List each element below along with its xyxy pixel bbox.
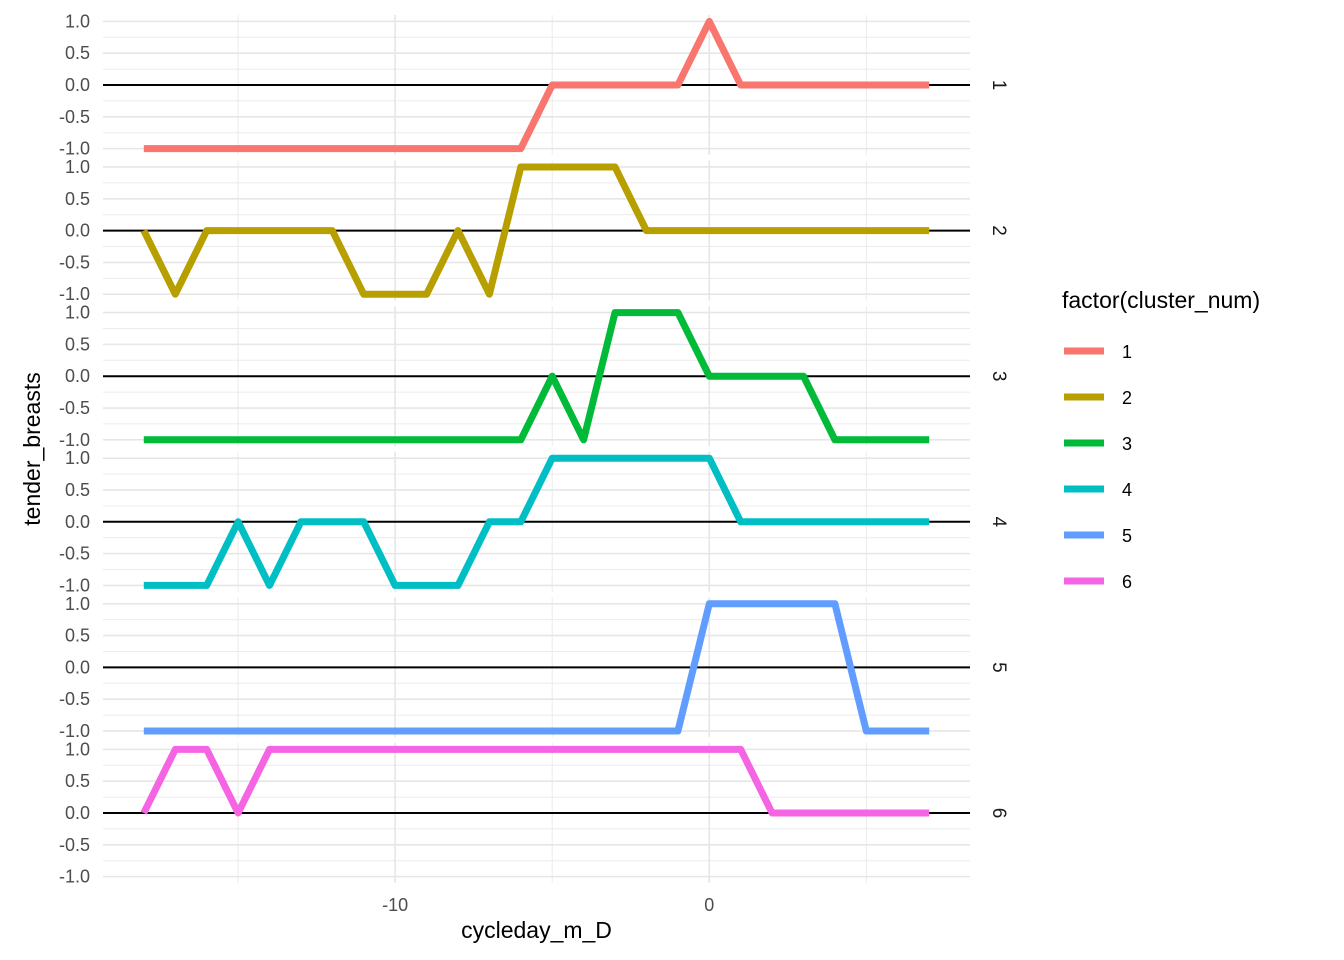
y-tick-label: -0.5 [59, 398, 90, 418]
facet-panel-1: -1.0 -0.5 0.0 0.5 1.0 1 [59, 11, 1009, 158]
legend-label-1: 1 [1122, 342, 1132, 362]
series-line-4 [143, 454, 930, 589]
y-tick-label: -0.5 [59, 252, 90, 272]
y-tick-label: -1.0 [59, 284, 90, 304]
facet-panel-5: -1.0 -0.5 0.0 0.5 1.0 5 [59, 594, 1009, 741]
facet-panel-3: -1.0 -0.5 0.0 0.5 1.0 3 [59, 303, 1009, 450]
y-tick-label: -1.0 [59, 430, 90, 450]
y-tick-label: 0.0 [65, 657, 90, 677]
legend-label-3: 3 [1122, 434, 1132, 454]
facet-strip-label: 1 [988, 80, 1009, 91]
y-tick-label: -1.0 [59, 575, 90, 595]
y-tick-label: -0.5 [59, 107, 90, 127]
y-tick-label: 0.0 [65, 803, 90, 823]
y-tick-label: -1.0 [59, 139, 90, 159]
legend-label-5: 5 [1122, 526, 1132, 546]
y-tick-label: 1.0 [65, 303, 90, 323]
facet-strip-label: 5 [988, 662, 1009, 673]
y-tick-label: 0.0 [65, 75, 90, 95]
x-axis: -10 0 [382, 895, 714, 915]
legend-item-1: 1 [1064, 342, 1132, 362]
series-line-1 [143, 17, 930, 153]
series-line-3 [143, 309, 930, 444]
legend-item-4: 4 [1064, 480, 1132, 500]
y-tick-label: 1.0 [65, 448, 90, 468]
y-tick-label: 0.5 [65, 43, 90, 63]
facet-panels: -1.0-0.50.00.51.01-1.0-0.50.00.51.02-1.0… [59, 11, 1009, 886]
y-tick-label: -0.5 [59, 544, 90, 564]
y-tick-label: 0.5 [65, 626, 90, 646]
series-line-6 [140, 745, 930, 817]
facet-strip-label: 3 [988, 371, 1009, 382]
facet-panel-4: -1.0 -0.5 0.0 0.5 1.0 4 [59, 448, 1009, 595]
facet-strip-label: 2 [988, 225, 1009, 236]
facet-panel-6: -1.0 -0.5 0.0 0.5 1.0 6 [59, 739, 1009, 886]
x-axis-title: cycleday_m_D [461, 917, 612, 943]
legend-item-5: 5 [1064, 526, 1132, 546]
legend-item-2: 2 [1064, 388, 1132, 408]
legend-label-2: 2 [1122, 388, 1132, 408]
y-tick-label: 1.0 [65, 739, 90, 759]
y-axis-title: tender_breasts [19, 372, 45, 525]
x-tick-label: 0 [704, 895, 714, 915]
y-tick-label: 0.5 [65, 480, 90, 500]
legend-items: 1 2 3 4 5 6 [1064, 342, 1132, 592]
legend-title: factor(cluster_num) [1062, 287, 1260, 313]
y-tick-label: 0.0 [65, 366, 90, 386]
x-tick-label: -10 [382, 895, 408, 915]
facet-strip-label: 4 [988, 517, 1009, 528]
y-tick-label: -0.5 [59, 835, 90, 855]
facet-strip-label: 6 [988, 808, 1009, 819]
y-tick-label: 0.5 [65, 189, 90, 209]
y-tick-label: 0.5 [65, 771, 90, 791]
y-tick-label: 1.0 [65, 11, 90, 31]
facet-panel-2: -1.0 -0.5 0.0 0.5 1.0 2 [59, 157, 1009, 304]
series-line-2 [140, 163, 930, 298]
legend-item-6: 6 [1064, 572, 1132, 592]
y-tick-label: -1.0 [59, 867, 90, 887]
legend-item-3: 3 [1064, 434, 1132, 454]
y-tick-label: 0.0 [65, 512, 90, 532]
legend-label-6: 6 [1122, 572, 1132, 592]
legend-label-4: 4 [1122, 480, 1132, 500]
y-tick-label: 1.0 [65, 594, 90, 614]
series-line-5 [143, 600, 930, 735]
y-tick-label: 0.0 [65, 221, 90, 241]
y-tick-label: 0.5 [65, 334, 90, 354]
y-tick-label: -1.0 [59, 721, 90, 741]
y-tick-label: -0.5 [59, 689, 90, 709]
legend: factor(cluster_num) 1 2 3 4 5 6 [1062, 287, 1260, 592]
y-tick-label: 1.0 [65, 157, 90, 177]
